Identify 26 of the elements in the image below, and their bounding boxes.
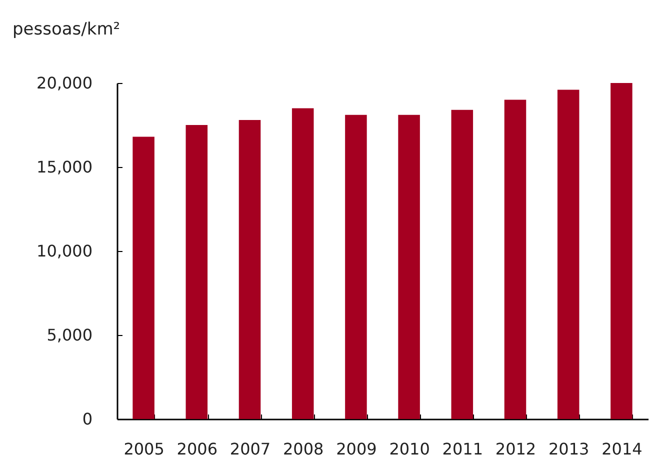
x-tick-label: 2014 [602, 440, 642, 458]
x-tick-label: 2013 [548, 440, 590, 458]
bar [610, 83, 632, 419]
x-tick-label: 2012 [495, 440, 536, 458]
y-tick-label: 20,000 [36, 74, 92, 92]
x-tick-label: 2006 [176, 440, 218, 458]
y-tick-label: 15,000 [36, 158, 92, 176]
bar [504, 100, 526, 419]
y-tick-label: 0 [82, 410, 92, 428]
bar [398, 114, 420, 419]
x-tick-label: 2009 [336, 440, 377, 458]
x-tick-label: 2010 [389, 440, 430, 458]
bar [345, 114, 367, 419]
bar [186, 125, 208, 419]
x-tick-label: 2005 [124, 440, 164, 458]
bar [238, 120, 261, 419]
y-tick-label: 5,000 [46, 326, 92, 344]
x-tick-label: 2007 [230, 440, 271, 458]
bar [557, 90, 580, 419]
bar [292, 108, 314, 419]
bar [132, 136, 154, 419]
bar [451, 110, 474, 419]
y-axis-title: pessoas/km² [12, 20, 120, 40]
y-tick-label: 10,000 [36, 242, 92, 260]
x-tick-label: 2011 [442, 440, 484, 458]
x-tick-label: 2008 [282, 440, 324, 458]
